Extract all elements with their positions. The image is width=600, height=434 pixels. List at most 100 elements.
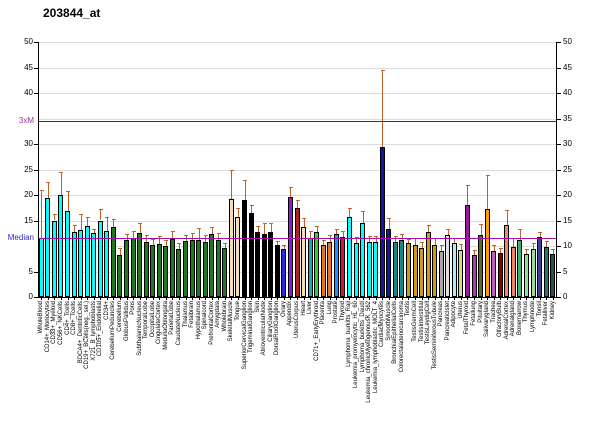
x-tick bbox=[375, 297, 377, 300]
x-tick bbox=[178, 297, 180, 300]
error-bar bbox=[251, 205, 253, 214]
error-bar bbox=[152, 238, 154, 245]
chart-bar bbox=[202, 241, 208, 297]
error-bar bbox=[303, 217, 305, 227]
chart-bar bbox=[340, 236, 346, 297]
x-tick bbox=[401, 297, 403, 300]
chart-bar bbox=[255, 232, 261, 297]
error-bar bbox=[500, 248, 502, 254]
error-bar-cap bbox=[479, 224, 484, 226]
x-tick bbox=[119, 297, 121, 300]
y-tick-mark-left bbox=[34, 67, 38, 69]
error-bar bbox=[146, 234, 148, 242]
y-tick-mark-right bbox=[557, 67, 561, 69]
chart-bar bbox=[242, 199, 248, 297]
error-bar bbox=[539, 231, 541, 237]
y-tick-mark-right bbox=[557, 246, 561, 247]
x-tick bbox=[165, 297, 167, 300]
error-bar bbox=[244, 179, 246, 200]
error-bar bbox=[546, 240, 548, 247]
x-category-label: Lymphoma_burkitts_Daudi bbox=[359, 301, 366, 373]
chart-bar bbox=[248, 213, 254, 297]
error-bar bbox=[349, 207, 351, 218]
x-tick bbox=[447, 297, 449, 300]
error-bar bbox=[198, 227, 200, 240]
x-tick bbox=[369, 297, 371, 300]
error-bar bbox=[47, 182, 49, 199]
chart-bar bbox=[169, 238, 175, 297]
chart-bar bbox=[327, 241, 333, 297]
error-bar-cap bbox=[282, 244, 287, 246]
error-bar-cap bbox=[538, 231, 543, 233]
x-tick bbox=[139, 297, 141, 300]
error-bar-cap bbox=[66, 190, 70, 192]
gridline bbox=[38, 169, 556, 171]
x-tick bbox=[211, 297, 213, 300]
x-category-label: SuperiorCervicalGanglion bbox=[241, 301, 248, 370]
y-tick-label-left: 0 bbox=[28, 292, 33, 301]
x-category-label: Wholebrain bbox=[221, 301, 228, 332]
x-tick bbox=[60, 297, 62, 300]
y-tick-mark-right bbox=[557, 271, 561, 273]
x-category-label: Lymphnode bbox=[530, 301, 537, 333]
chart-bar bbox=[550, 254, 556, 297]
error-bar-cap bbox=[92, 228, 97, 230]
threshold-3xm-label: 3xM bbox=[18, 115, 34, 125]
error-bar-cap bbox=[334, 228, 339, 230]
error-bar bbox=[93, 228, 95, 233]
chart-bar bbox=[84, 225, 90, 297]
chart-bar bbox=[445, 234, 451, 297]
chart-bar bbox=[392, 242, 398, 297]
x-category-label: Leukemia_promyelocytic_HL_60 bbox=[353, 301, 359, 389]
x-tick bbox=[552, 297, 554, 300]
x-category-label: CD56+_NKCells bbox=[57, 301, 64, 345]
x-category-label: SubthalamicNucleus bbox=[136, 301, 143, 356]
x-tick bbox=[224, 297, 226, 300]
x-tick bbox=[159, 297, 161, 300]
x-tick bbox=[192, 297, 194, 300]
x-tick bbox=[283, 297, 285, 300]
error-bar-cap bbox=[131, 230, 136, 232]
x-category-label: Tonsil bbox=[536, 301, 543, 317]
chart-bar bbox=[137, 233, 143, 297]
x-category-label: Spinalcord bbox=[202, 301, 209, 330]
error-bar-cap bbox=[243, 179, 248, 181]
error-bar-cap bbox=[420, 241, 425, 243]
error-bar bbox=[67, 190, 69, 212]
x-category-label: Lung bbox=[326, 301, 333, 315]
y-tick-mark-left bbox=[34, 42, 38, 43]
error-bar bbox=[205, 234, 207, 242]
error-bar bbox=[270, 223, 272, 233]
error-bar-cap bbox=[85, 217, 90, 219]
error-bar bbox=[60, 172, 62, 195]
x-category-label: Adipocyte bbox=[451, 301, 458, 328]
x-category-label: CD8+_Tcells bbox=[71, 301, 78, 335]
x-tick bbox=[126, 297, 128, 300]
error-bar bbox=[421, 241, 423, 248]
error-bar bbox=[159, 235, 161, 244]
x-category-label: Thyroid bbox=[339, 301, 346, 322]
y-tick-label-right: 50 bbox=[563, 37, 572, 46]
chart-bar bbox=[51, 220, 57, 297]
error-bar bbox=[401, 233, 403, 241]
x-category-label: Trachea bbox=[490, 301, 497, 323]
x-tick bbox=[270, 297, 272, 300]
error-bar-cap bbox=[498, 248, 503, 250]
error-bar bbox=[467, 184, 469, 206]
x-tick bbox=[47, 297, 49, 300]
median-axis-label: Median bbox=[7, 233, 34, 243]
chart-bar bbox=[464, 205, 470, 297]
error-bar bbox=[237, 207, 239, 217]
x-tick bbox=[356, 297, 357, 300]
chart-bar bbox=[183, 240, 189, 297]
error-bar-cap bbox=[197, 227, 202, 229]
x-tick bbox=[415, 297, 417, 300]
error-bar-cap bbox=[46, 182, 51, 184]
x-tick bbox=[362, 297, 364, 300]
error-bar bbox=[224, 242, 226, 248]
error-bar-cap bbox=[531, 242, 536, 244]
error-bar bbox=[277, 240, 279, 246]
chart-bar bbox=[268, 232, 274, 297]
x-category-label: Thalamus bbox=[182, 301, 189, 328]
error-bar-cap bbox=[492, 244, 497, 246]
